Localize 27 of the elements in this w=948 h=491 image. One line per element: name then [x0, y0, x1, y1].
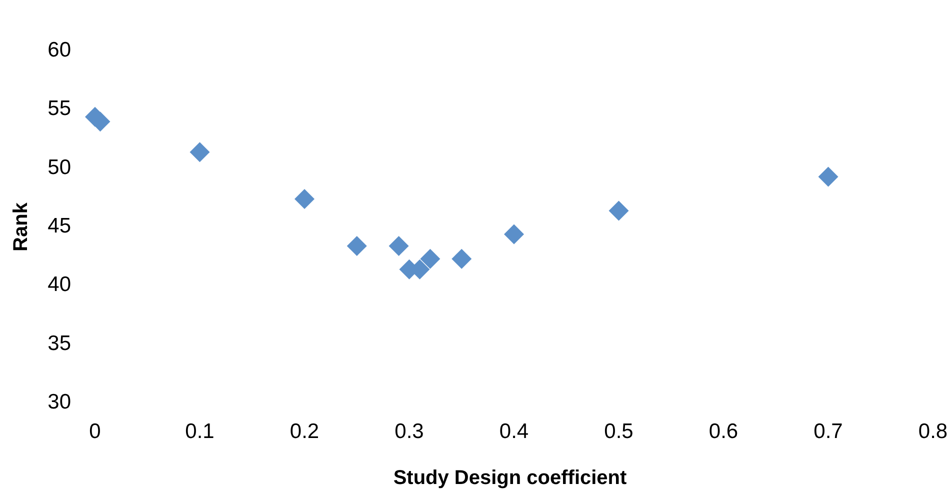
point [294, 189, 314, 210]
y-tick-label: 30 [48, 390, 71, 414]
y-tick-label: 60 [48, 38, 71, 62]
point [388, 236, 409, 256]
point [420, 248, 440, 269]
x-tick-label: 0.6 [708, 420, 738, 443]
x-tick-label: 0 [89, 420, 101, 443]
x-tick-label: 0.7 [814, 420, 843, 443]
point [504, 224, 524, 244]
x-tick-label: 0.3 [394, 420, 424, 443]
point [452, 248, 472, 269]
x-tick-label: 0.1 [185, 420, 214, 443]
y-axis-title: Rank [10, 202, 32, 252]
point [608, 200, 629, 221]
point [190, 142, 210, 162]
y-tick-label: 55 [48, 97, 71, 120]
y-tick-label: 35 [48, 332, 71, 355]
x-tick-label: 0.8 [918, 420, 948, 443]
x-tick-label: 0.5 [604, 420, 634, 443]
y-tick-label: 40 [48, 273, 71, 296]
x-tick-label: 0.4 [499, 420, 529, 443]
y-tick-label: 50 [48, 156, 71, 179]
point [818, 166, 838, 187]
y-tick-label: 45 [48, 214, 71, 238]
point [346, 236, 367, 256]
x-tick-label: 0.2 [290, 420, 320, 443]
x-axis-title: Study Design coefficient [393, 467, 628, 489]
